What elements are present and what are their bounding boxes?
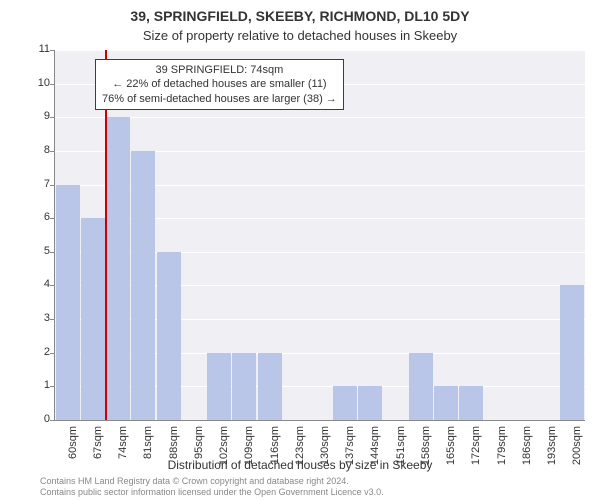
x-tick-label: 109sqm (243, 426, 255, 476)
footer-text: Contains HM Land Registry data © Crown c… (40, 476, 384, 498)
x-tick-label: 137sqm (344, 426, 356, 476)
bar (434, 386, 458, 420)
x-tick-label: 81sqm (142, 426, 154, 476)
x-tick-label: 74sqm (117, 426, 129, 476)
annotation-box: 39 SPRINGFIELD: 74sqm ← 22% of detached … (95, 59, 344, 110)
y-tick-mark (50, 319, 54, 320)
y-tick-mark (50, 386, 54, 387)
y-tick-label: 0 (10, 413, 50, 425)
x-tick-label: 67sqm (92, 426, 104, 476)
bar (131, 151, 155, 420)
x-tick-label: 144sqm (369, 426, 381, 476)
y-tick-mark (50, 84, 54, 85)
annotation-line2: ← 22% of detached houses are smaller (11… (102, 77, 337, 91)
y-tick-label: 5 (10, 245, 50, 257)
x-tick-label: 88sqm (168, 426, 180, 476)
y-tick-mark (50, 185, 54, 186)
y-tick-label: 9 (10, 110, 50, 122)
bar (157, 252, 181, 420)
y-tick-mark (50, 218, 54, 219)
y-tick-label: 7 (10, 178, 50, 190)
x-tick-label: 172sqm (470, 426, 482, 476)
chart-container: 39, SPRINGFIELD, SKEEBY, RICHMOND, DL10 … (0, 0, 600, 500)
y-tick-label: 4 (10, 278, 50, 290)
y-tick-mark (50, 252, 54, 253)
bar (258, 353, 282, 420)
bar (333, 386, 357, 420)
x-tick-label: 158sqm (420, 426, 432, 476)
y-tick-mark (50, 285, 54, 286)
y-tick-label: 3 (10, 312, 50, 324)
y-tick-label: 11 (10, 43, 50, 55)
y-tick-mark (50, 353, 54, 354)
x-tick-label: 60sqm (67, 426, 79, 476)
y-tick-label: 8 (10, 144, 50, 156)
x-tick-label: 123sqm (294, 426, 306, 476)
x-tick-label: 151sqm (395, 426, 407, 476)
chart-title-main: 39, SPRINGFIELD, SKEEBY, RICHMOND, DL10 … (0, 8, 600, 24)
bar (207, 353, 231, 420)
bar (81, 218, 105, 420)
gridline (55, 117, 585, 118)
y-tick-label: 1 (10, 379, 50, 391)
bar (409, 353, 433, 420)
y-tick-label: 6 (10, 211, 50, 223)
y-tick-mark (50, 420, 54, 421)
annotation-line1: 39 SPRINGFIELD: 74sqm (102, 63, 337, 77)
y-tick-mark (50, 151, 54, 152)
x-tick-label: 95sqm (193, 426, 205, 476)
y-tick-label: 10 (10, 77, 50, 89)
x-tick-label: 193sqm (546, 426, 558, 476)
x-tick-label: 165sqm (445, 426, 457, 476)
bar (106, 117, 130, 420)
y-tick-mark (50, 117, 54, 118)
x-tick-label: 179sqm (496, 426, 508, 476)
bar (56, 185, 80, 420)
bar (560, 285, 584, 420)
chart-title-sub: Size of property relative to detached ho… (0, 28, 600, 43)
x-tick-label: 130sqm (319, 426, 331, 476)
x-tick-label: 200sqm (571, 426, 583, 476)
x-tick-label: 102sqm (218, 426, 230, 476)
gridline (55, 50, 585, 51)
plot-area: 39 SPRINGFIELD: 74sqm ← 22% of detached … (54, 50, 585, 421)
bar (459, 386, 483, 420)
x-tick-label: 116sqm (269, 426, 281, 476)
x-tick-label: 186sqm (521, 426, 533, 476)
y-tick-mark (50, 50, 54, 51)
bar (358, 386, 382, 420)
footer-line2: Contains public sector information licen… (40, 487, 384, 498)
bar (232, 353, 256, 420)
y-tick-label: 2 (10, 346, 50, 358)
footer-line1: Contains HM Land Registry data © Crown c… (40, 476, 384, 487)
annotation-line3: 76% of semi-detached houses are larger (… (102, 92, 337, 106)
